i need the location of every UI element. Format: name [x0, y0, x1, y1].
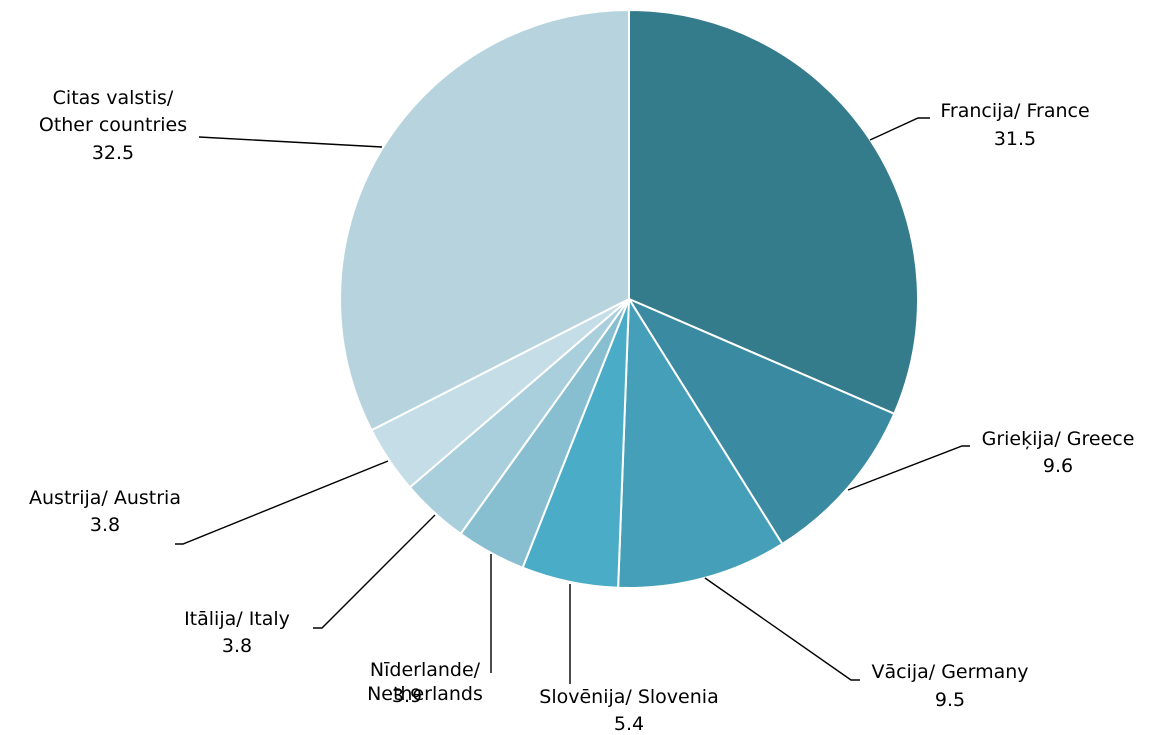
slice-label: Francija/ France [940, 100, 1089, 122]
slice-label: Grieķija/ Greece [982, 428, 1135, 450]
leader-line [704, 577, 860, 681]
pie-slices [339, 8, 919, 589]
slice-label: Itālija/ Italy [184, 608, 290, 630]
slice-value-label: 3.9 [392, 685, 422, 707]
pie-slice [626, 296, 896, 546]
slice-label: Nīderlande/ [370, 659, 481, 681]
pie-slice [617, 295, 784, 589]
leader-line [198, 136, 383, 148]
leader-line [869, 117, 930, 141]
slice-label: Netherlands [367, 683, 483, 705]
slice-label: Other countries [39, 114, 187, 136]
slice-value-label: 3.8 [222, 635, 252, 657]
slice-label: Vācija/ Germany [871, 661, 1028, 683]
pie-slice [339, 8, 630, 432]
leader-line [313, 514, 436, 629]
leader-lines [175, 117, 970, 684]
slice-value-label: 32.5 [92, 142, 134, 164]
slice-value-label: 3.8 [90, 514, 120, 536]
slice-value-label: 9.5 [935, 689, 965, 711]
slice-value-label: 9.6 [1043, 455, 1073, 477]
slice-labels: Francija/ France 31.5 Grieķija/ Greece 9.6 V… [29, 87, 1134, 735]
slice-value-label: 5.4 [614, 713, 644, 735]
leader-line [847, 445, 970, 491]
slice-label: Slovēnija/ Slovenia [539, 686, 718, 708]
slice-label: Austrija/ Austria [29, 487, 181, 509]
leader-line [175, 460, 389, 545]
slice-value-label: 31.5 [994, 128, 1036, 150]
slice-label: Citas valstis/ [53, 87, 174, 109]
